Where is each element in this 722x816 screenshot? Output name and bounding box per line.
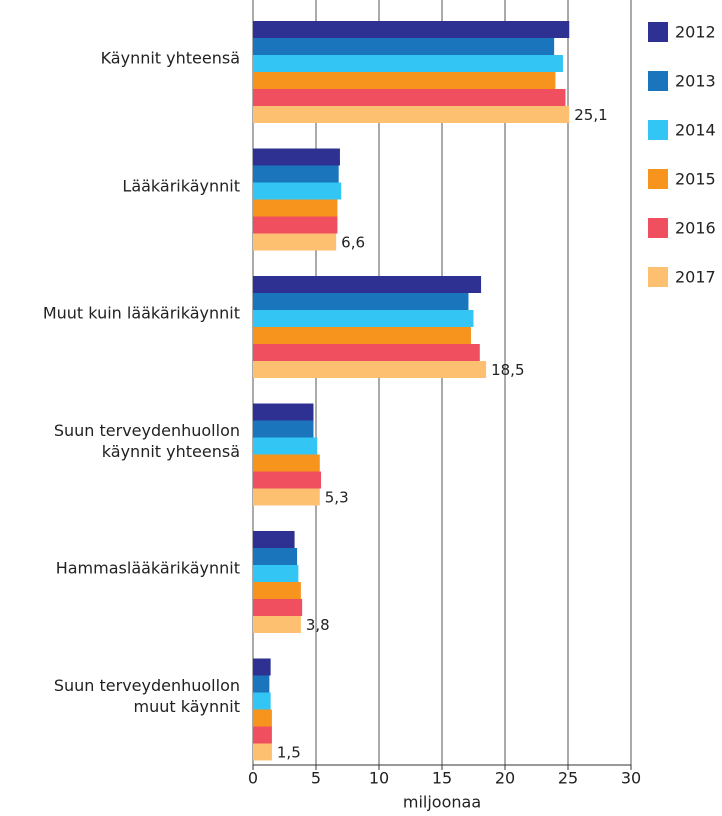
legend-swatch: [648, 267, 668, 287]
x-tick-label: 20: [495, 769, 515, 788]
bar: [253, 233, 337, 251]
bar: [253, 182, 342, 200]
bar: [253, 327, 471, 344]
legend-swatch: [648, 120, 668, 140]
bar: [253, 471, 322, 489]
bar: [253, 599, 303, 616]
category-label: Käynnit yhteensä: [100, 48, 240, 68]
bar: [253, 216, 338, 234]
bar: [253, 658, 271, 676]
x-tick-label: 25: [558, 769, 578, 788]
bar: [253, 403, 314, 421]
bar: [253, 692, 271, 710]
x-tick-label: 0: [248, 769, 258, 788]
x-axis-label: miljoonaa: [403, 793, 481, 812]
value-label: 1,5: [277, 744, 301, 762]
legend-label: 2016: [675, 219, 716, 238]
bar: [253, 616, 301, 633]
x-tick-label: 5: [311, 769, 321, 788]
bar: [253, 55, 563, 72]
bar: [253, 743, 272, 761]
bar: [253, 454, 320, 472]
legend-label: 2012: [675, 23, 716, 42]
value-label: 18,5: [491, 361, 524, 379]
category-label: Suun terveydenhuollon muut käynnit: [53, 675, 240, 716]
bar: [253, 531, 295, 548]
bar: [253, 148, 340, 166]
category-label: Lääkärikäynnit: [122, 176, 240, 195]
bar: [253, 437, 318, 455]
category-label: Muut kuin lääkärikäynnit: [42, 303, 240, 323]
legend-swatch: [648, 218, 668, 238]
value-label: 25,1: [574, 106, 607, 124]
x-tick-label: 15: [432, 769, 452, 788]
category-label: Suun terveydenhuollon käynnit yhteensä: [53, 420, 240, 461]
bar: [253, 89, 566, 106]
legend-label: 2014: [675, 121, 716, 140]
bar: [253, 726, 272, 744]
value-label: 5,3: [325, 489, 349, 507]
legend-label: 2013: [675, 72, 716, 91]
value-label: 6,6: [341, 234, 365, 252]
bar: [253, 165, 339, 183]
bar: [253, 276, 482, 293]
bar: [253, 293, 469, 310]
bar: [253, 361, 487, 378]
bar: [253, 709, 272, 727]
x-tick-label: 10: [369, 769, 389, 788]
x-tick-label: 30: [621, 769, 641, 788]
legend-swatch: [648, 71, 668, 91]
bar: [253, 199, 338, 217]
bar: [253, 420, 314, 438]
category-label: Hammaslääkärikäynnit: [55, 558, 240, 578]
bar: [253, 675, 270, 693]
legend-label: 2017: [675, 268, 716, 287]
legend-swatch: [648, 169, 668, 189]
bar: [253, 310, 474, 327]
bar: [253, 106, 570, 123]
bar: [253, 582, 301, 599]
bar: [253, 565, 299, 582]
bar: [253, 21, 570, 38]
legend-label: 2015: [675, 170, 716, 189]
bar: [253, 72, 556, 89]
legend-swatch: [648, 22, 668, 42]
bar: [253, 548, 298, 565]
bar: [253, 488, 320, 506]
value-label: 3,8: [306, 616, 330, 634]
bar: [253, 38, 555, 55]
bar: [253, 344, 480, 361]
